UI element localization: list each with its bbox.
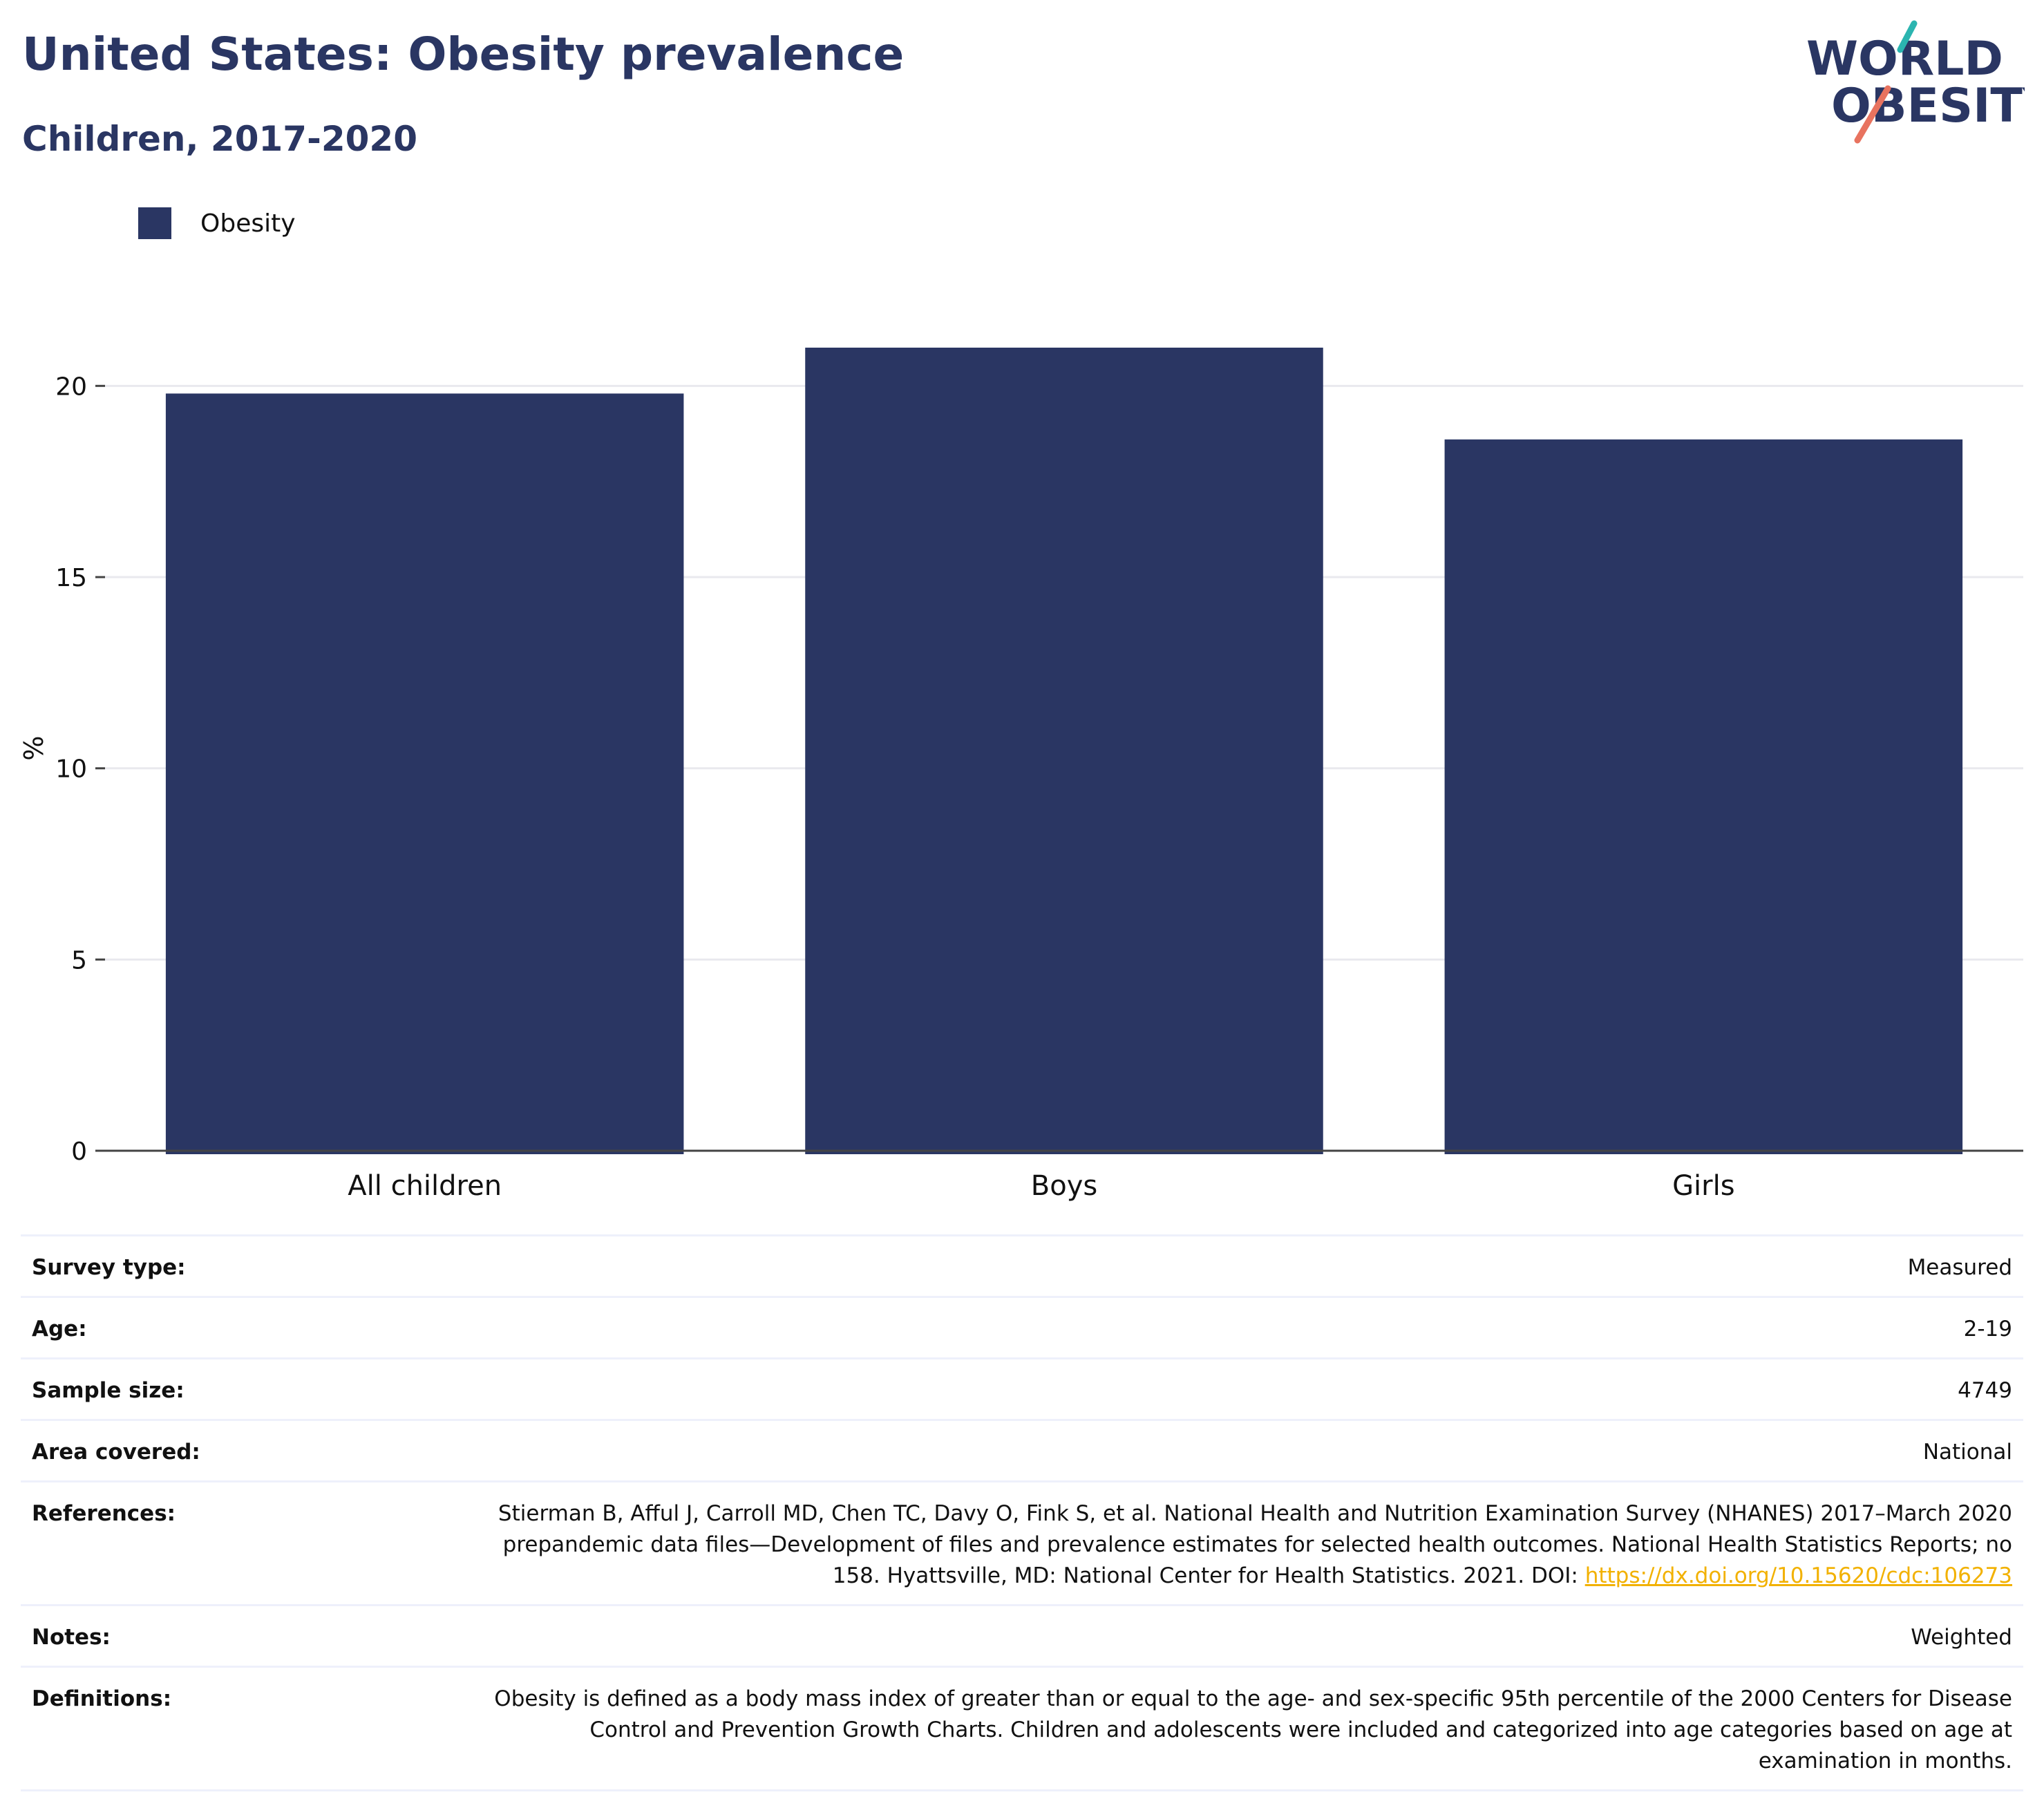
- info-value: National: [457, 1419, 2023, 1482]
- page-subtitle: Children, 2017-2020: [22, 119, 417, 159]
- axes: 0 5 10 15 20 All children Boys Girls: [55, 373, 2023, 1202]
- info-key: References:: [21, 1480, 457, 1606]
- info-key: Sample size:: [21, 1357, 457, 1420]
- bar-boys[interactable]: [805, 348, 1323, 1154]
- info-value-text: Measured: [1907, 1255, 2012, 1280]
- info-value-text: Obesity is defined as a body mass index …: [494, 1686, 2012, 1773]
- bar-chart: 0 5 10 15 20 All children Boys Girls %: [19, 348, 2023, 1202]
- bars: [165, 348, 1963, 1154]
- info-value-text: 2-19: [1963, 1317, 2012, 1341]
- info-row: Definitions: Obesity is defined as a body…: [21, 1666, 2023, 1791]
- doi-link[interactable]: https://dx.doi.org/10.15620/cdc:106273: [1584, 1563, 2012, 1588]
- info-row: Sample size: 4749: [21, 1357, 2023, 1420]
- y-tick-label: 20: [55, 373, 87, 401]
- legend: Obesity: [138, 207, 296, 239]
- x-tick-label: All children: [348, 1170, 502, 1202]
- info-row: Area covered: National: [21, 1419, 2023, 1482]
- info-value: 2-19: [457, 1296, 2023, 1359]
- info-value: Obesity is defined as a body mass index …: [457, 1666, 2023, 1791]
- info-key: Age:: [21, 1296, 457, 1359]
- world-obesity-logo: WORLD OBESITY: [1806, 20, 2025, 144]
- info-value-text: 4749: [1958, 1378, 2012, 1403]
- info-row: Survey type: Measured: [21, 1234, 2023, 1297]
- x-tick-label: Boys: [1031, 1170, 1097, 1202]
- y-tick-label: 15: [55, 564, 87, 592]
- page-title: United States: Obesity prevalence: [22, 28, 905, 81]
- y-tick-label: 5: [71, 946, 87, 975]
- info-row: References: Stierman B, Afful J, Carroll …: [21, 1480, 2023, 1606]
- legend-swatch-obesity: [138, 207, 171, 239]
- info-key: Definitions:: [21, 1666, 457, 1791]
- y-tick-label: 10: [55, 755, 87, 784]
- info-key: Survey type:: [21, 1234, 457, 1297]
- info-value-text: Stierman B, Afful J, Carroll MD, Chen TC…: [498, 1501, 2012, 1588]
- info-value: Stierman B, Afful J, Carroll MD, Chen TC…: [457, 1480, 2023, 1606]
- legend-label-obesity: Obesity: [200, 209, 296, 238]
- info-value: Weighted: [457, 1604, 2023, 1667]
- info-value: Measured: [457, 1234, 2023, 1297]
- y-tick-label: 0: [71, 1138, 87, 1166]
- y-axis-label: %: [19, 735, 49, 760]
- info-row: Age: 2-19: [21, 1296, 2023, 1359]
- info-key: Notes:: [21, 1604, 457, 1667]
- info-value-text: National: [1922, 1440, 2012, 1465]
- info-key: Area covered:: [21, 1419, 457, 1482]
- info-row: Notes: Weighted: [21, 1604, 2023, 1667]
- bar-all-children[interactable]: [165, 393, 684, 1154]
- info-value: 4749: [457, 1357, 2023, 1420]
- bar-girls[interactable]: [1444, 439, 1963, 1154]
- info-value-text: Weighted: [1911, 1625, 2012, 1650]
- x-tick-label: Girls: [1672, 1170, 1735, 1202]
- survey-info-table: Survey type: Measured Age: 2-19 Sample size:…: [21, 1234, 2023, 1791]
